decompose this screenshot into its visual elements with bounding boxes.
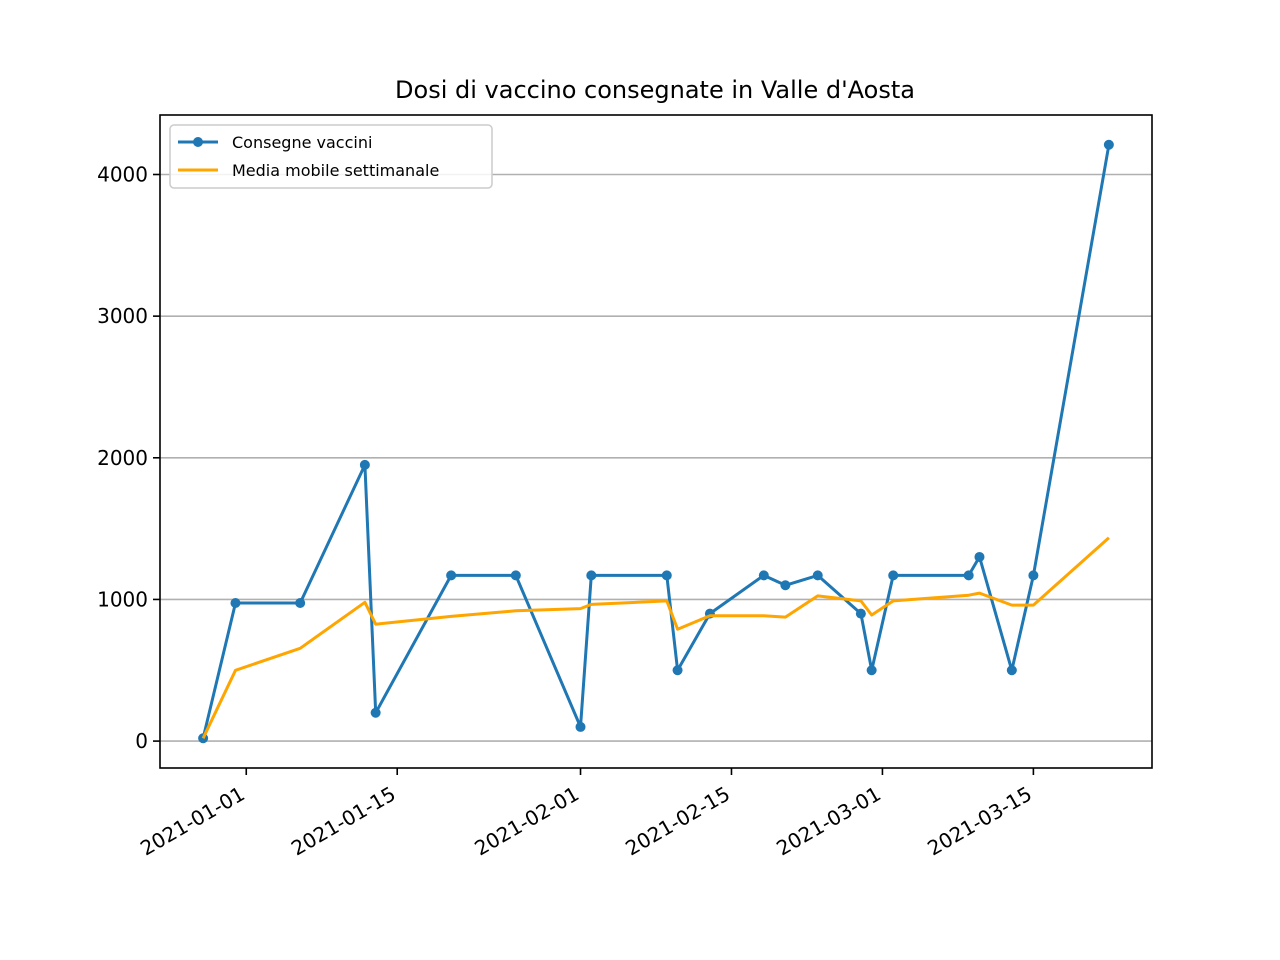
data-point <box>855 608 866 619</box>
legend-label: Consegne vaccini <box>232 133 372 152</box>
data-point <box>661 570 672 581</box>
y-tick-label: 2000 <box>97 446 148 470</box>
legend: Consegne vaccini Media mobile settimanale <box>169 124 493 189</box>
legend-marker <box>193 137 203 147</box>
data-point <box>446 570 457 581</box>
data-point <box>1103 139 1114 150</box>
plot-frame <box>159 114 1153 769</box>
data-point <box>963 570 974 581</box>
series-line-media-mobile <box>201 536 1110 739</box>
y-tick-label: 0 <box>135 729 148 753</box>
data-point <box>812 570 823 581</box>
data-point <box>866 665 877 676</box>
y-tick-label: 4000 <box>97 162 148 186</box>
chart-title: Dosi di vaccino consegnate in Valle d'Ao… <box>395 76 915 104</box>
legend-box <box>169 124 493 189</box>
data-point <box>780 580 791 591</box>
y-tick-label: 1000 <box>97 587 148 611</box>
y-tick-label: 3000 <box>97 304 148 328</box>
data-point <box>370 707 381 718</box>
data-point <box>1028 570 1039 581</box>
data-point <box>672 665 683 676</box>
legend-label: Media mobile settimanale <box>232 161 439 180</box>
data-point <box>510 570 521 581</box>
grid-lines <box>160 173 1152 742</box>
data-point <box>758 570 769 581</box>
data-point <box>888 570 899 581</box>
data-point <box>1006 665 1017 676</box>
data-point <box>974 551 985 562</box>
data-point <box>586 570 597 581</box>
series-layer <box>198 139 1114 744</box>
data-point <box>295 597 306 608</box>
data-point <box>359 459 370 470</box>
data-point <box>230 597 241 608</box>
data-point <box>575 721 586 732</box>
